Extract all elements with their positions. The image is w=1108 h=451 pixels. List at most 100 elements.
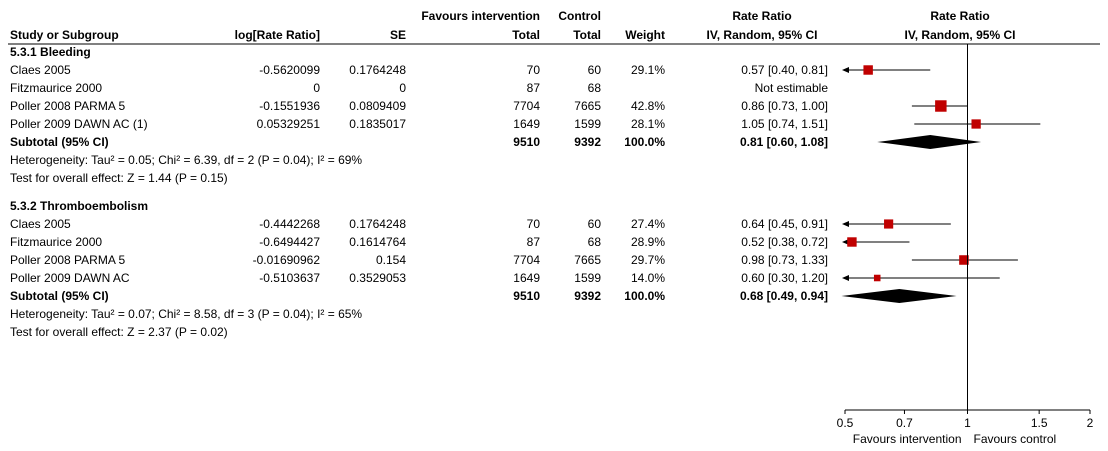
heterogeneity-text: Heterogeneity: Tau² = 0.05; Chi² = 6.39,… [10,153,362,167]
study-weight: 28.1% [631,117,665,131]
subgroup-heading: 5.3.2 Thromboembolism [10,199,148,213]
study-name: Fitzmaurice 2000 [10,81,102,95]
study-se: 0.1614764 [349,235,406,249]
study-ctrl-total: 60 [588,63,602,77]
header-se: SE [390,28,406,42]
x-tick-label: 1.5 [1031,416,1048,430]
study-ci-text: 0.86 [0.73, 1.00] [741,99,828,113]
study-weight-marker [873,274,881,282]
study-name: Poller 2009 DAWN AC [10,271,130,285]
study-se: 0.154 [376,253,406,267]
study-name: Claes 2005 [10,217,71,231]
subtotal-label: Subtotal (95% CI) [10,135,109,149]
study-ctrl-total: 7665 [574,253,601,267]
header-weight: Weight [625,28,665,42]
study-exp-total: 7704 [513,253,540,267]
study-weight-marker [971,119,981,129]
heterogeneity-text: Heterogeneity: Tau² = 0.07; Chi² = 8.58,… [10,307,362,321]
header-exp-group: Favours intervention [421,9,540,23]
x-tick-label: 1 [964,416,971,430]
x-tick-label: 0.5 [837,416,854,430]
subgroup-heading: 5.3.1 Bleeding [10,45,91,59]
subtotal-weight: 100.0% [624,135,665,149]
study-exp-total: 1649 [513,271,540,285]
study-ctrl-total: 68 [588,235,602,249]
study-logrr: 0 [313,81,320,95]
subtotal-label: Subtotal (95% CI) [10,289,109,303]
study-weight: 28.9% [631,235,665,249]
header-ctrl-group: Control [558,9,601,23]
favours-left-label: Favours intervention [853,432,962,446]
study-weight: 29.1% [631,63,665,77]
study-logrr: -0.5103637 [259,271,320,285]
study-ci-text: 1.05 [0.74, 1.51] [741,117,828,131]
header-rr-method: IV, Random, 95% CI [707,28,818,42]
study-weight-marker [935,100,947,112]
study-se: 0.1764248 [349,63,406,77]
study-weight: 14.0% [631,271,665,285]
header-ctrl-total: Total [573,28,601,42]
study-weight: 29.7% [631,253,665,267]
study-weight-marker [863,65,873,75]
study-se: 0 [399,81,406,95]
header-exp-total: Total [512,28,540,42]
favours-right-label: Favours control [974,432,1057,446]
study-exp-total: 70 [527,217,541,231]
study-ci-text: Not estimable [755,81,829,95]
subtotal-ci-text: 0.81 [0.60, 1.08] [740,135,828,149]
subtotal-diamond [841,289,957,303]
study-exp-total: 87 [527,81,541,95]
subtotal-ctrl-total: 9392 [574,289,601,303]
study-name: Poller 2008 PARMA 5 [10,253,125,267]
header-study: Study or Subgroup [10,28,119,42]
study-weight-marker [959,255,969,265]
header-plot-method: IV, Random, 95% CI [905,28,1016,42]
study-ctrl-total: 1599 [574,271,601,285]
study-se: 0.1764248 [349,217,406,231]
x-tick-label: 0.7 [896,416,913,430]
study-se: 0.3529053 [349,271,406,285]
study-exp-total: 1649 [513,117,540,131]
study-se: 0.1835017 [349,117,406,131]
study-ci-text: 0.98 [0.73, 1.33] [741,253,828,267]
study-weight-marker [847,237,857,247]
study-ci-arrow-left [842,275,849,281]
study-logrr: -0.5620099 [259,63,320,77]
subtotal-weight: 100.0% [624,289,665,303]
study-weight: 42.8% [631,99,665,113]
study-ctrl-total: 60 [588,217,602,231]
study-exp-total: 70 [527,63,541,77]
study-ci-text: 0.64 [0.45, 0.91] [741,217,828,231]
study-ci-arrow-left [842,67,849,73]
study-se: 0.0809409 [349,99,406,113]
study-logrr: -0.01690962 [253,253,321,267]
subtotal-ctrl-total: 9392 [574,135,601,149]
subtotal-exp-total: 9510 [513,289,540,303]
study-logrr: -0.6494427 [259,235,320,249]
study-ci-arrow-left [842,221,849,227]
header-plot-col: Rate Ratio [930,9,989,23]
header-logrr: log[Rate Ratio] [235,28,320,42]
overall-effect-text: Test for overall effect: Z = 1.44 (P = 0… [10,171,228,185]
study-logrr: 0.05329251 [257,117,321,131]
study-exp-total: 87 [527,235,541,249]
study-logrr: -0.1551936 [259,99,320,113]
study-ci-text: 0.57 [0.40, 0.81] [741,63,828,77]
study-name: Fitzmaurice 2000 [10,235,102,249]
subtotal-ci-text: 0.68 [0.49, 0.94] [740,289,828,303]
header-rr-col: Rate Ratio [732,9,791,23]
subtotal-diamond [877,135,982,149]
study-name: Poller 2008 PARMA 5 [10,99,125,113]
study-exp-total: 7704 [513,99,540,113]
study-ctrl-total: 7665 [574,99,601,113]
study-ctrl-total: 68 [588,81,602,95]
subtotal-exp-total: 9510 [513,135,540,149]
study-ctrl-total: 1599 [574,117,601,131]
study-weight: 27.4% [631,217,665,231]
study-ci-text: 0.60 [0.30, 1.20] [741,271,828,285]
study-logrr: -0.4442268 [259,217,320,231]
study-name: Claes 2005 [10,63,71,77]
study-ci-text: 0.52 [0.38, 0.72] [741,235,828,249]
overall-effect-text: Test for overall effect: Z = 2.37 (P = 0… [10,325,228,339]
